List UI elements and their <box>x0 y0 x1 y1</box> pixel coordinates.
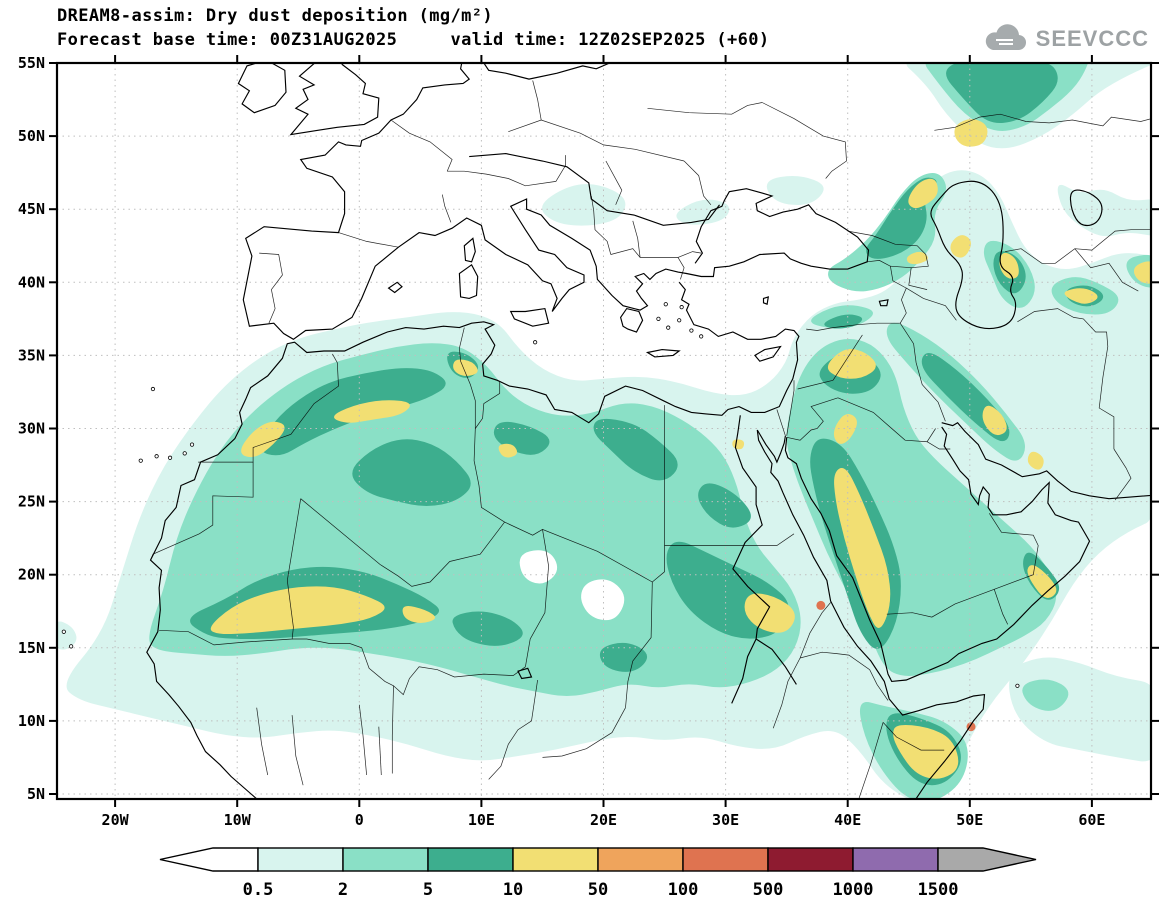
dust-contour <box>334 400 410 423</box>
colorbar-segment <box>342 847 429 872</box>
lat-tick-label: 15N <box>18 639 45 657</box>
dust-peak-dot <box>816 600 826 610</box>
lon-tick-label: 20W <box>102 811 130 829</box>
lon-tick-label: 10E <box>468 811 495 829</box>
country-borders-layer <box>150 80 1151 799</box>
dust-contour <box>906 251 928 265</box>
dust-contour <box>57 621 77 650</box>
dust-contour <box>581 579 625 621</box>
lat-tick-label: 50N <box>18 127 45 145</box>
lat-tick-label: 25N <box>18 493 45 511</box>
dust-contour <box>954 119 988 147</box>
colorbar-label: 1500 <box>918 880 959 900</box>
dust-contour <box>833 414 857 444</box>
map-frame: 55N 50N 45N 40N 35N 30N 25N 20N 15N 10N 5N 20W 10W 0 1… <box>18 54 1159 829</box>
dust-contour <box>1022 679 1069 711</box>
dust-contour <box>453 359 478 376</box>
colorbar-segment <box>682 847 769 872</box>
dust-contour <box>210 586 385 635</box>
lon-tick-label: 50E <box>956 811 983 829</box>
dust-contour <box>599 642 648 672</box>
coastline-layer <box>61 63 1151 799</box>
lat-tick-label: 20N <box>18 566 45 584</box>
lon-tick-label: 10W <box>224 811 252 829</box>
dust-contour <box>908 178 938 209</box>
colorbar-segment <box>767 847 854 872</box>
map-title: DREAM8-assim: Dry dust deposition (mg/m²… <box>57 6 494 26</box>
colorbar-under-arrow <box>159 847 259 872</box>
colorbar-segment <box>597 847 684 872</box>
dust-contour <box>593 418 678 481</box>
dust-contour <box>698 483 751 528</box>
dust-contour <box>542 184 626 226</box>
dust-contour <box>766 176 824 205</box>
dust-contour <box>498 443 518 458</box>
colorbar-label: 100 <box>668 880 699 900</box>
dust-contour <box>1064 288 1098 304</box>
logo-text: SEEVCCC <box>1035 26 1149 51</box>
lat-tick-label: 55N <box>18 54 45 72</box>
dust-contour <box>1133 261 1151 284</box>
dust-contour <box>946 63 1058 124</box>
lat-tick-label: 40N <box>18 273 45 291</box>
dust-contour <box>402 606 436 623</box>
colorbar-label: 10 <box>503 880 523 900</box>
dust-contour <box>982 405 1007 436</box>
colorbar-label: 2 <box>338 880 348 900</box>
colorbar-segment <box>427 847 514 872</box>
dust-contour <box>834 467 891 628</box>
title-block: DREAM8-assim: Dry dust deposition (mg/m²… <box>57 5 770 53</box>
dust-contour <box>827 348 876 379</box>
lon-tick-label: 0 <box>355 811 364 829</box>
seevccc-logo: SEEVCCC <box>982 24 1149 54</box>
cloud-icon <box>985 24 1026 51</box>
lon-tick-label: 40E <box>834 811 861 829</box>
dust-fill-layer <box>57 63 1151 799</box>
colorbar-label: 500 <box>753 880 784 900</box>
colorbar-segment <box>512 847 599 872</box>
dust-contour <box>999 252 1019 279</box>
dust-contour <box>241 421 285 458</box>
dust-contour <box>1057 184 1151 237</box>
colorbar-over-arrow <box>937 847 1037 872</box>
lat-tick-label: 10N <box>18 712 45 730</box>
colorbar: 0.5 2 5 10 50 100 500 1000 1500 <box>159 847 1037 900</box>
dust-contour <box>676 199 730 225</box>
lat-tick-label: 45N <box>18 200 45 218</box>
colorbar-segment <box>257 847 344 872</box>
dust-contour <box>1027 451 1044 470</box>
colorbar-label: 0.5 <box>243 880 274 900</box>
colorbar-segment <box>852 847 939 872</box>
colorbar-label: 1000 <box>833 880 874 900</box>
dust-contour <box>352 439 471 506</box>
lon-tick-label: 20E <box>590 811 617 829</box>
lat-tick-label: 35N <box>18 346 45 364</box>
lat-tick-label: 5N <box>27 785 45 803</box>
dust-contour <box>950 235 971 258</box>
lon-tick-label: 30E <box>712 811 739 829</box>
map-subtitle: Forecast base time: 00Z31AUG2025 valid t… <box>57 29 770 50</box>
dust-contour <box>1009 657 1151 762</box>
dust-contour <box>452 611 523 646</box>
lon-tick-label: 60E <box>1078 811 1105 829</box>
lat-tick-label: 30N <box>18 420 45 438</box>
dust-contour <box>744 593 795 633</box>
colorbar-label: 50 <box>588 880 608 900</box>
colorbar-label: 5 <box>423 880 433 900</box>
